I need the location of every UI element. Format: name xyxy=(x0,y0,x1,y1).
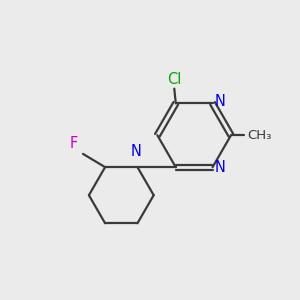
Text: N: N xyxy=(130,144,142,159)
Text: F: F xyxy=(70,136,78,151)
Text: CH₃: CH₃ xyxy=(247,129,272,142)
Text: Cl: Cl xyxy=(167,72,182,87)
Text: N: N xyxy=(215,160,226,175)
Text: N: N xyxy=(215,94,226,109)
